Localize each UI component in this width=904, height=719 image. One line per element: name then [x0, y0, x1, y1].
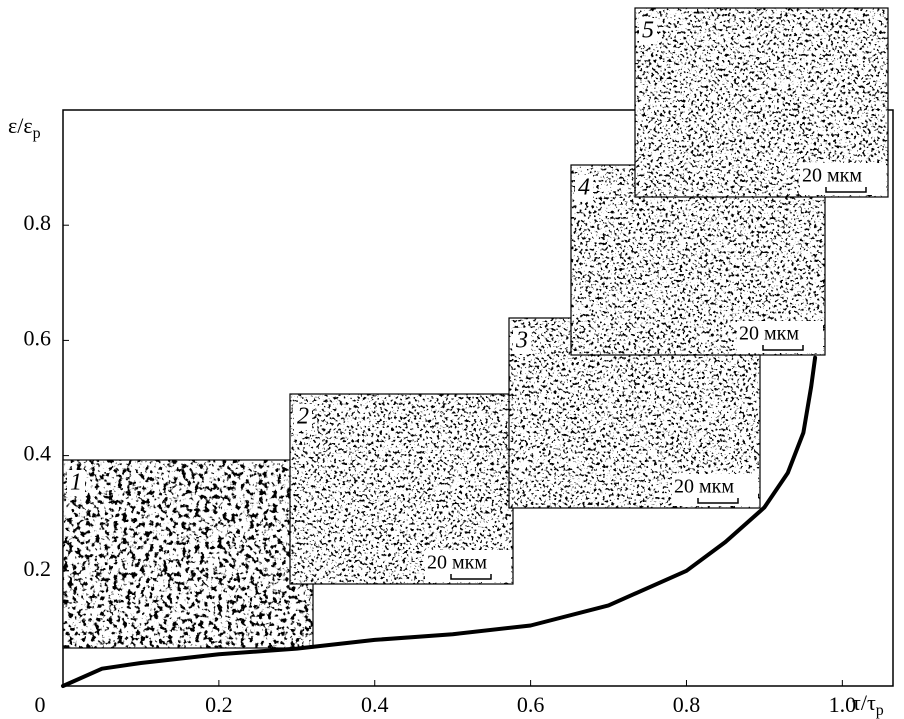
inset-label: 2	[297, 404, 309, 430]
scale-bar-label: 20 мкм	[427, 552, 487, 574]
y-label-main: ε/ε	[8, 113, 33, 138]
inset-label: 4	[578, 175, 590, 201]
x-tick-label: 0.4	[361, 692, 389, 717]
insets: 1 2 20 мкм 3 20 мкм 4 20 мкм 5 20 мкм	[63, 8, 888, 648]
x-label-sub: p	[876, 702, 884, 719]
inset-label: 5	[642, 18, 654, 44]
y-tick-label: 0.2	[24, 556, 52, 581]
scale-bar-label: 20 мкм	[739, 323, 799, 345]
x-tick-label: 0.8	[673, 692, 701, 717]
y-tick-label: 0.8	[24, 210, 52, 235]
chart: ε/εp τ/τp 1220 мкм320 мкм420 мкм520 мкм …	[0, 0, 904, 719]
inset-label: 1	[70, 470, 82, 496]
x-tick-label: 1.0	[829, 692, 857, 717]
scale-bar-label: 20 мкм	[802, 165, 862, 187]
micrograph	[63, 460, 313, 648]
y-tick-label: 0.4	[24, 441, 52, 466]
x-tick-label: 0	[35, 692, 46, 717]
x-axis-label: τ/τp	[852, 690, 884, 719]
scale-bar-label: 20 мкм	[674, 476, 734, 498]
y-tick-label: 0.6	[24, 325, 52, 350]
x-tick-label: 0.6	[517, 692, 545, 717]
x-tick-label: 0.2	[205, 692, 233, 717]
y-axis-label: ε/εp	[8, 113, 41, 142]
page: ε/εp τ/τp 1220 мкм320 мкм420 мкм520 мкм …	[0, 0, 904, 719]
y-label-sub: p	[33, 125, 41, 142]
inset-label: 3	[515, 328, 528, 354]
